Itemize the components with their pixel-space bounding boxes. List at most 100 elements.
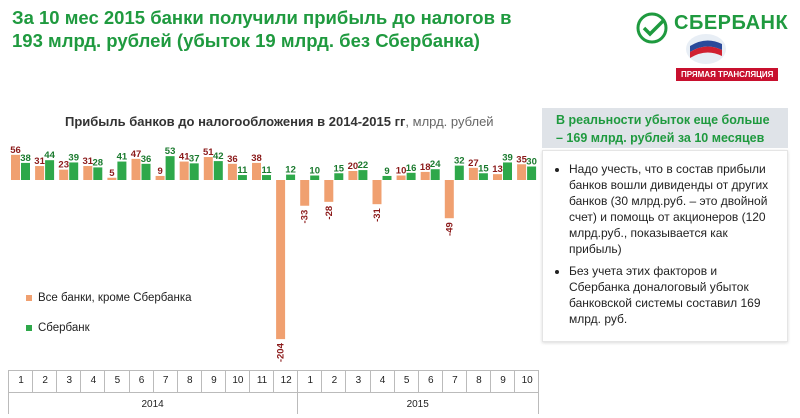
x-tick-label: 3 xyxy=(56,370,81,392)
x-year-label: 2015 xyxy=(406,399,429,410)
data-label-sberbank: 39 xyxy=(502,152,513,163)
data-label-other-banks: 38 xyxy=(251,153,262,164)
x-tick-label: 3 xyxy=(345,370,370,392)
bar-sberbank xyxy=(262,175,271,180)
data-label-sberbank: 44 xyxy=(44,150,55,161)
data-label-sberbank: 36 xyxy=(141,154,152,165)
data-label-sberbank: 11 xyxy=(261,165,272,176)
data-label-sberbank: 15 xyxy=(334,163,345,174)
x-year-separator xyxy=(297,392,299,414)
side-panel-heading: В реальности убыток еще больше – 169 млр… xyxy=(542,108,788,148)
bar-other-banks xyxy=(517,164,527,180)
x-tick-label: 2 xyxy=(32,370,57,392)
data-label-other-banks: 20 xyxy=(348,161,359,172)
x-tick-label: 4 xyxy=(369,370,395,392)
bar-sberbank xyxy=(117,161,127,180)
bar-sberbank xyxy=(45,160,55,180)
data-label-other-banks: 5 xyxy=(109,168,115,179)
data-label-sberbank: 53 xyxy=(165,146,176,157)
data-label-sberbank: 12 xyxy=(285,165,296,176)
data-label-other-banks: 9 xyxy=(157,166,162,177)
side-panel-body: Надо учесть, что в состав прибыли банков… xyxy=(542,150,788,342)
data-label-other-banks: 27 xyxy=(468,158,479,169)
bar-other-banks xyxy=(493,174,502,180)
bar-sberbank xyxy=(237,175,247,180)
data-label-sberbank: 9 xyxy=(384,166,389,177)
data-label-sberbank: 10 xyxy=(309,166,320,177)
bar-other-banks xyxy=(300,180,310,206)
x-year-separator xyxy=(538,392,540,414)
data-label-sberbank: 37 xyxy=(189,153,200,164)
bar-sberbank xyxy=(165,156,175,180)
bar-other-banks xyxy=(324,180,334,202)
bar-sberbank xyxy=(430,169,440,180)
logo-text: СБЕРБАНК xyxy=(674,12,789,34)
x-tick-label: 1 xyxy=(297,370,322,392)
data-label-sberbank: 22 xyxy=(358,160,369,171)
x-tick-label: 1 xyxy=(8,370,33,392)
data-label-sberbank: 11 xyxy=(237,165,248,176)
data-label-other-banks: 56 xyxy=(10,145,21,156)
legend-swatch-sberbank xyxy=(26,324,32,331)
legend-swatch-other-banks xyxy=(26,294,32,301)
bar-sberbank xyxy=(21,162,30,180)
legend-item-sberbank: Сбербанк xyxy=(26,322,90,334)
sberbank-logo: СБЕРБАНК ПРЯМАЯ ТРАНСЛЯЦИЯ xyxy=(636,12,796,82)
x-tick-label: 2 xyxy=(321,370,346,392)
bar-sberbank xyxy=(382,175,392,180)
bar-other-banks xyxy=(155,175,165,180)
bar-other-banks xyxy=(203,157,213,180)
side-panel-list: Надо учесть, что в состав прибыли банков… xyxy=(557,161,779,327)
live-broadcast-badge: ПРЯМАЯ ТРАНСЛЯЦИЯ xyxy=(676,68,779,81)
bar-sberbank xyxy=(69,162,79,180)
bar-sberbank xyxy=(503,162,512,180)
bar-other-banks xyxy=(35,166,45,180)
bar-other-banks xyxy=(179,161,189,180)
bar-sberbank xyxy=(527,166,537,180)
bar-sberbank xyxy=(478,173,488,180)
x-axis-top-line xyxy=(8,370,538,371)
data-label-other-banks: 31 xyxy=(83,156,94,167)
x-tick-label: 5 xyxy=(104,370,129,392)
bar-other-banks xyxy=(372,180,382,205)
bar-sberbank xyxy=(189,163,199,180)
bar-sberbank xyxy=(310,175,320,180)
bar-other-banks xyxy=(11,154,20,180)
bar-other-banks xyxy=(468,167,478,180)
x-tick-label: 9 xyxy=(490,370,515,392)
bar-other-banks xyxy=(83,166,93,180)
legend-label-sberbank: Сбербанк xyxy=(38,322,90,334)
data-label-other-banks: 51 xyxy=(203,147,214,158)
chart-unit: , млрд. рублей xyxy=(405,114,494,129)
x-tick-label: 8 xyxy=(465,370,491,392)
x-tick-label: 4 xyxy=(80,370,105,392)
bar-sberbank xyxy=(93,167,103,180)
sberbank-logo-icon xyxy=(636,12,668,44)
page-title: За 10 мес 2015 банки получили прибыль до… xyxy=(12,7,512,51)
broadcast-flag-icon xyxy=(686,34,726,64)
bar-other-banks xyxy=(131,158,141,180)
data-label-other-banks: 13 xyxy=(492,164,503,175)
data-label-sberbank: 15 xyxy=(478,163,489,174)
legend-item-other-banks: Все банки, кроме Сбербанка xyxy=(26,292,192,304)
data-label-other-banks: 35 xyxy=(516,154,527,165)
data-label-sberbank: 28 xyxy=(93,157,104,168)
x-tick-label: 10 xyxy=(224,370,250,392)
chart-title: Прибыль банков до налогообложения в 2014… xyxy=(65,114,494,129)
bar-sberbank xyxy=(454,165,464,180)
bar-other-banks xyxy=(276,180,286,340)
data-label-other-banks: 31 xyxy=(34,156,45,167)
data-label-other-banks: 41 xyxy=(179,152,190,163)
data-label-other-banks: -28 xyxy=(324,206,335,220)
x-tick-label: 7 xyxy=(152,370,178,392)
x-tick-label: 9 xyxy=(200,370,226,392)
side-panel-bullet: Без учета этих факторов и Сбербанка дона… xyxy=(569,263,779,327)
data-label-other-banks: -33 xyxy=(300,210,311,224)
bar-other-banks xyxy=(107,177,117,180)
data-label-sberbank: 42 xyxy=(213,151,224,162)
side-panel-bullet: Надо учесть, что в состав прибыли банков… xyxy=(569,161,779,257)
x-tick-label: 11 xyxy=(249,370,274,392)
bar-other-banks xyxy=(396,175,406,180)
x-tick-label: 7 xyxy=(441,370,467,392)
